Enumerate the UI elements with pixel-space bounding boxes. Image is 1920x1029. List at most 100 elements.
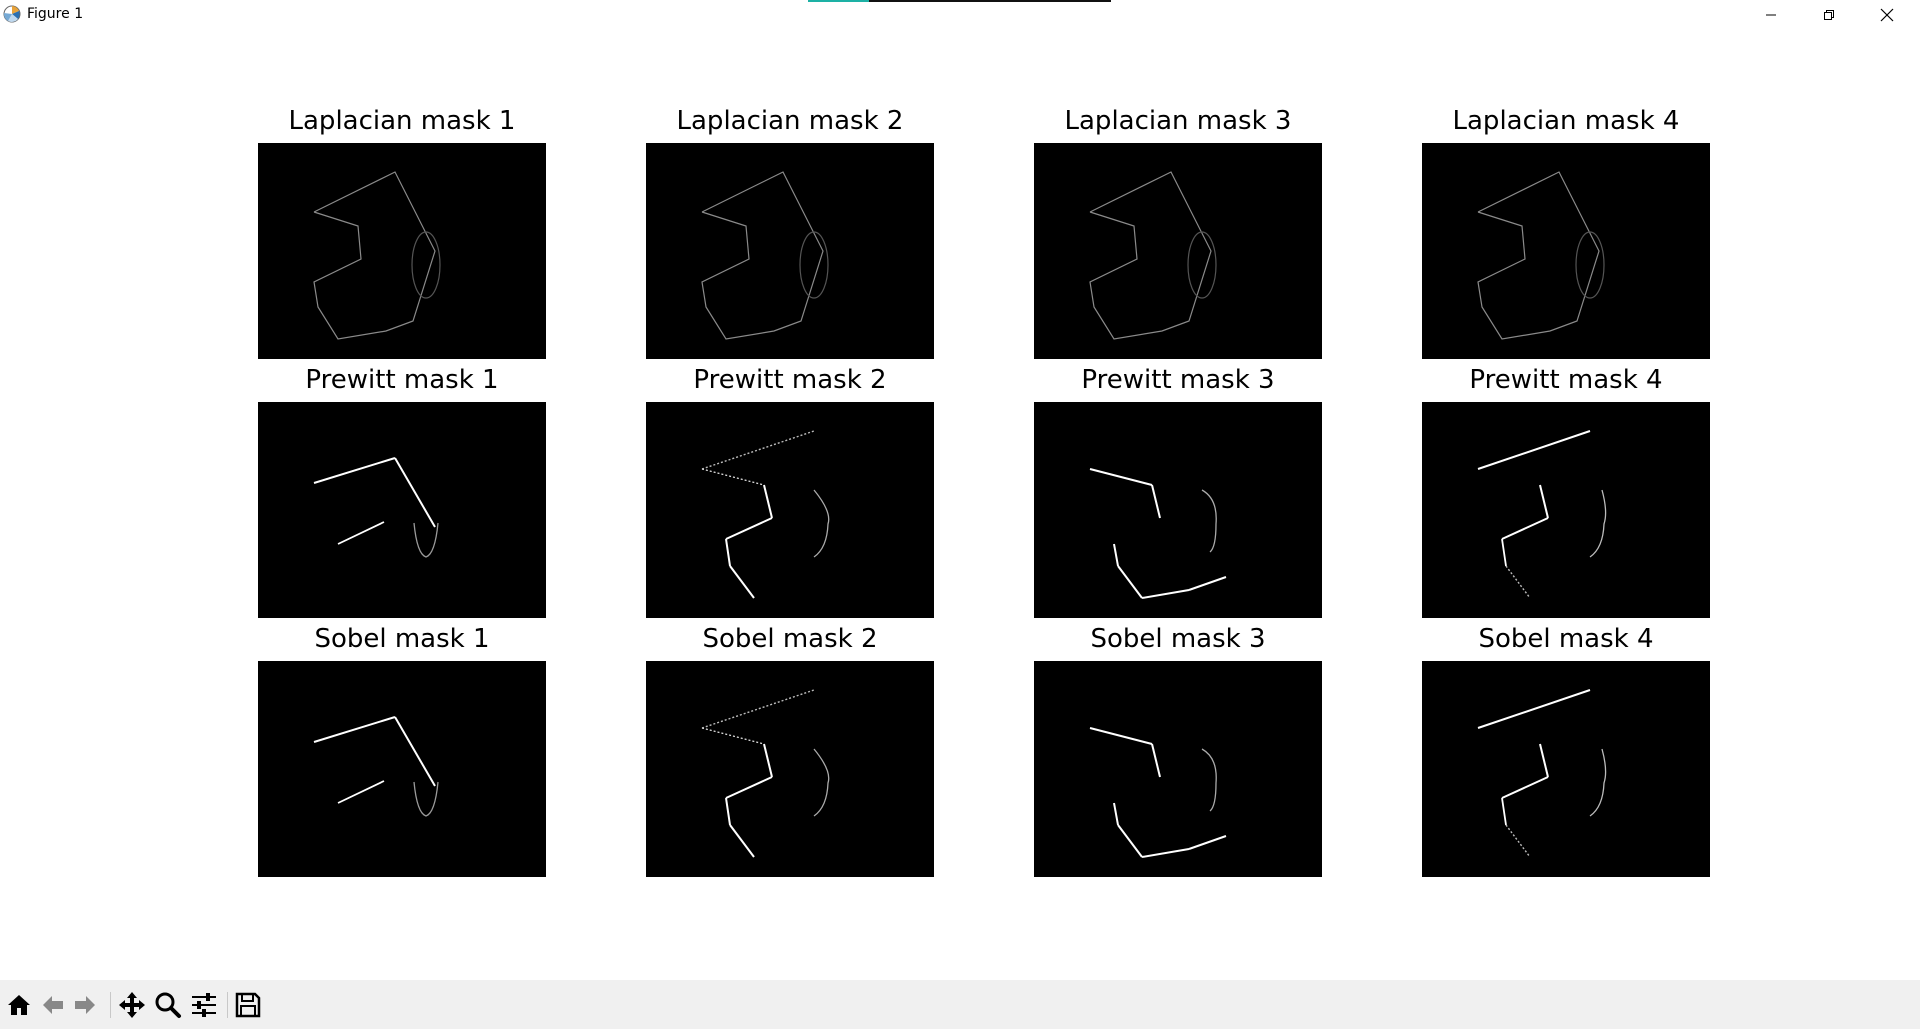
- panel-image: [1034, 143, 1322, 359]
- panel-image: [258, 143, 546, 359]
- edge-map: [1477, 430, 1607, 599]
- edge-segment: [1151, 484, 1161, 519]
- zoom-magnifier-icon: [155, 992, 181, 1018]
- edge-segment: [763, 743, 773, 778]
- edge-segment: [1505, 824, 1531, 858]
- edge-segment: [1117, 565, 1143, 599]
- edge-segment: [1539, 743, 1549, 778]
- edge-arc: [1201, 748, 1217, 812]
- forward-button[interactable]: [70, 990, 100, 1020]
- panel-title: Sobel mask 3: [1090, 624, 1266, 654]
- edge-segment: [763, 484, 773, 519]
- back-arrow-icon: [43, 996, 63, 1014]
- panel-image: [1034, 661, 1322, 877]
- window-title: Figure 1: [27, 6, 84, 22]
- title-bar: Figure 1: [0, 0, 1920, 30]
- panel-title: Prewitt mask 4: [1469, 365, 1663, 395]
- panel-image: [1422, 402, 1710, 618]
- edge-outline: [313, 171, 436, 340]
- figure-canvas[interactable]: Laplacian mask 1 Laplacian mask 2 Laplacia…: [0, 30, 1920, 980]
- panel-title: Laplacian mask 4: [1452, 106, 1680, 136]
- minimize-icon: [1766, 14, 1776, 16]
- edge-segment: [337, 780, 385, 804]
- panel-title: Laplacian mask 1: [288, 106, 516, 136]
- panel-image: [258, 661, 546, 877]
- home-icon: [8, 995, 30, 1015]
- edge-segment: [1113, 802, 1119, 826]
- edge-segment: [1151, 743, 1161, 778]
- restore-button[interactable]: [1800, 0, 1858, 30]
- panel-image: [646, 402, 934, 618]
- edge-arc: [413, 781, 439, 817]
- edge-map: [1477, 171, 1605, 340]
- minimize-button[interactable]: [1742, 0, 1800, 30]
- edge-arc: [413, 522, 439, 558]
- edge-segment: [337, 521, 385, 545]
- edge-map: [1089, 171, 1217, 340]
- panel-image: [1422, 143, 1710, 359]
- back-button[interactable]: [38, 990, 68, 1020]
- restore-icon: [1824, 10, 1834, 20]
- panel-title: Sobel mask 1: [314, 624, 490, 654]
- edge-segment: [1113, 543, 1119, 567]
- edge-segment: [1141, 589, 1190, 599]
- edge-segment: [1501, 776, 1549, 799]
- pan-move-icon: [119, 992, 145, 1018]
- edge-map: [701, 689, 830, 858]
- panel-image: [258, 402, 546, 618]
- close-button[interactable]: [1858, 0, 1916, 30]
- save-button[interactable]: [233, 990, 263, 1020]
- edge-segment: [1505, 565, 1531, 599]
- edge-segment: [313, 716, 396, 743]
- edge-outline: [701, 171, 824, 340]
- toolbar-separator: [110, 992, 111, 1018]
- edge-map: [1089, 468, 1227, 599]
- edge-segment: [1089, 468, 1153, 486]
- edge-segment: [394, 716, 436, 787]
- edge-arc: [813, 489, 830, 558]
- edge-arc: [813, 748, 830, 817]
- edge-map: [701, 430, 830, 599]
- forward-arrow-icon: [75, 996, 95, 1014]
- edge-segment: [701, 727, 765, 745]
- panel-image: [646, 143, 934, 359]
- matplotlib-logo-icon: [3, 5, 21, 23]
- edge-segment: [394, 457, 436, 528]
- edge-ellipse: [411, 231, 441, 299]
- edge-segment: [1117, 824, 1143, 858]
- edge-outline: [1477, 171, 1600, 340]
- panel-image: [646, 661, 934, 877]
- edge-segment: [1188, 576, 1227, 591]
- edge-segment: [725, 517, 773, 540]
- edge-segment: [701, 689, 815, 729]
- edge-segment: [701, 468, 765, 486]
- close-icon: [1880, 8, 1894, 22]
- pan-button[interactable]: [117, 990, 147, 1020]
- zoom-button[interactable]: [153, 990, 183, 1020]
- configure-subplots-button[interactable]: [189, 990, 219, 1020]
- edge-map: [701, 171, 829, 340]
- edge-segment: [1089, 727, 1153, 745]
- edge-ellipse: [799, 231, 829, 299]
- panel-title: Prewitt mask 1: [305, 365, 499, 395]
- edge-map: [1089, 727, 1227, 858]
- save-floppy-icon: [235, 992, 261, 1018]
- edge-segment: [725, 797, 731, 826]
- edge-segment: [725, 538, 731, 567]
- panel-title: Prewitt mask 3: [1081, 365, 1275, 395]
- panel-title: Laplacian mask 3: [1064, 106, 1292, 136]
- edge-segment: [313, 457, 396, 484]
- edge-segment: [1188, 835, 1227, 850]
- edge-map: [313, 457, 439, 558]
- home-button[interactable]: [4, 990, 34, 1020]
- panel-title: Prewitt mask 2: [693, 365, 887, 395]
- panel-title: Laplacian mask 2: [676, 106, 904, 136]
- toolbar-separator: [227, 992, 228, 1018]
- edge-segment: [1477, 689, 1591, 729]
- edge-segment: [1501, 538, 1507, 567]
- edge-segment: [1501, 517, 1549, 540]
- configure-subplots-icon: [192, 993, 216, 1017]
- edge-outline: [1089, 171, 1212, 340]
- edge-arc: [1589, 748, 1607, 817]
